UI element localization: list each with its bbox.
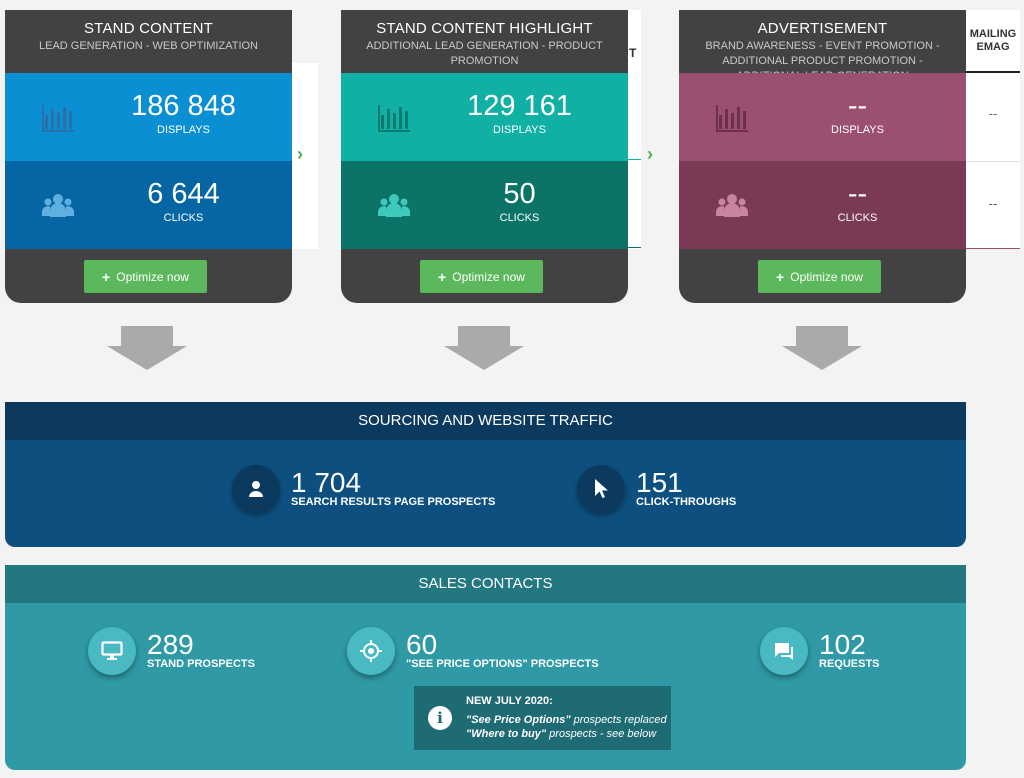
person-icon	[232, 465, 280, 513]
group-icon	[378, 194, 410, 217]
displays-value: --	[847, 90, 868, 122]
displays-label: DISPLAYS	[831, 124, 884, 136]
chevron-right-icon[interactable]: ›	[297, 144, 303, 164]
bar-chart-icon	[42, 105, 74, 132]
stand-content-card: STAND CONTENT LEAD GENERATION - WEB OPTI…	[5, 10, 292, 303]
arrow-down-icon	[444, 326, 524, 370]
see-price-options-prospects-stat: 60 "SEE PRICE OPTIONS" PROSPECTS	[347, 627, 599, 675]
note-title: NEW JULY 2020:	[466, 695, 553, 707]
displays-value: 186 848	[131, 90, 236, 122]
card-side-panel	[292, 63, 318, 249]
displays-label: DISPLAYS	[493, 124, 546, 136]
sourcing-panel: SOURCING AND WEBSITE TRAFFIC	[5, 402, 966, 547]
plus-icon: +	[102, 268, 111, 285]
optimize-label: Optimize now	[790, 269, 863, 284]
arrow-down-icon	[107, 326, 187, 370]
card-header: STAND CONTENT HIGHLIGHT ADDITIONAL LEAD …	[341, 10, 628, 73]
stat-value: 60	[406, 629, 438, 660]
clicks-value: 6 644	[147, 178, 220, 210]
card-title: STAND CONTENT HIGHLIGHT	[376, 20, 593, 37]
monitor-icon	[88, 627, 136, 675]
optimize-label: Optimize now	[452, 269, 525, 284]
optimize-now-button[interactable]: + Optimize now	[84, 260, 207, 293]
card-subtitle: LEAD GENERATION - WEB OPTIMIZATION	[39, 40, 258, 52]
clicks-label: CLICKS	[163, 212, 204, 224]
stat-value: 102	[819, 629, 866, 660]
chevron-right-icon[interactable]: ›	[647, 144, 653, 164]
displays-label: DISPLAYS	[157, 124, 210, 136]
info-icon: i	[428, 706, 452, 730]
stat-value: 1 704	[291, 467, 362, 498]
card-subtitle: ADDITIONAL LEAD GENERATION - PRODUCT PRO…	[366, 40, 603, 67]
note-emphasis: "See Price Options"	[466, 714, 571, 726]
note-text: prospects replaced	[570, 714, 667, 726]
optimize-now-button[interactable]: + Optimize now	[758, 260, 881, 293]
stat-label: SEARCH RESULTS PAGE PROSPECTS	[291, 496, 496, 508]
row-divider	[966, 161, 1020, 162]
target-icon	[347, 627, 395, 675]
stat-value: 151	[636, 467, 683, 498]
note-line-2: "Where to buy" prospects - see below	[466, 728, 656, 740]
divider	[628, 247, 641, 248]
clicks-metric: 6 644 CLICKS	[5, 161, 292, 249]
stat-label: STAND PROSPECTS	[147, 658, 255, 670]
sourcing-title: SOURCING AND WEBSITE TRAFFIC	[5, 402, 966, 440]
group-icon	[42, 194, 74, 217]
clicks-metric: -- CLICKS	[679, 161, 966, 249]
card-title: ADVERTISEMENT	[757, 20, 888, 37]
bar-chart-icon	[716, 105, 748, 132]
chat-icon	[760, 627, 808, 675]
note-line-1: "See Price Options" prospects replaced	[466, 714, 667, 726]
displays-value: 129 161	[467, 90, 572, 122]
stat-value: 289	[147, 629, 194, 660]
clicks-label: CLICKS	[499, 212, 540, 224]
stat-label: "SEE PRICE OPTIONS" PROSPECTS	[406, 658, 599, 670]
card-title: STAND CONTENT	[84, 20, 213, 37]
divider	[628, 159, 641, 160]
plus-icon: +	[438, 268, 447, 285]
displays-metric: 129 161 DISPLAYS	[341, 73, 628, 161]
card-header: ADVERTISEMENT BRAND AWARENESS - EVENT PR…	[679, 10, 966, 82]
mailing-value: --	[988, 106, 998, 121]
clicks-label: CLICKS	[837, 212, 878, 224]
stat-label: REQUESTS	[819, 658, 880, 670]
displays-metric: -- DISPLAYS	[679, 73, 966, 161]
optimize-label: Optimize now	[116, 269, 189, 284]
note-emphasis: "Where to buy"	[466, 728, 547, 740]
row-divider	[966, 248, 1020, 249]
requests-stat: 102 REQUESTS	[760, 627, 880, 675]
card-header: STAND CONTENT LEAD GENERATION - WEB OPTI…	[5, 10, 292, 73]
stand-prospects-stat: 289 STAND PROSPECTS	[88, 627, 255, 675]
card-side-panel	[628, 63, 641, 249]
clicks-value: 50	[503, 178, 536, 210]
click-throughs-stat: 151 CLICK-THROUGHS	[577, 465, 736, 513]
mailing-header: MAILING EMAG	[966, 10, 1020, 73]
arrow-down-icon	[782, 326, 862, 370]
displays-metric: 186 848 DISPLAYS	[5, 73, 292, 161]
hidden-column-text: T	[629, 46, 637, 60]
advertisement-card: ADVERTISEMENT BRAND AWARENESS - EVENT PR…	[679, 10, 966, 303]
stat-label: CLICK-THROUGHS	[636, 496, 737, 508]
bar-chart-icon	[378, 105, 410, 132]
mailing-value: --	[988, 196, 998, 211]
note-text: prospects - see below	[546, 728, 657, 740]
clicks-value: --	[847, 178, 868, 210]
optimize-now-button[interactable]: + Optimize now	[420, 260, 543, 293]
search-results-prospects-stat: 1 704 SEARCH RESULTS PAGE PROSPECTS	[232, 465, 495, 513]
sales-contacts-title: SALES CONTACTS	[5, 565, 966, 603]
group-icon	[716, 194, 748, 217]
new-july-2020-note: i NEW JULY 2020: "See Price Options" pro…	[414, 686, 671, 750]
cursor-icon	[577, 465, 625, 513]
mailing-column: MAILING EMAG -- --	[966, 10, 1020, 249]
plus-icon: +	[776, 268, 785, 285]
stand-content-highlight-card: STAND CONTENT HIGHLIGHT ADDITIONAL LEAD …	[341, 10, 628, 303]
clicks-metric: 50 CLICKS	[341, 161, 628, 249]
